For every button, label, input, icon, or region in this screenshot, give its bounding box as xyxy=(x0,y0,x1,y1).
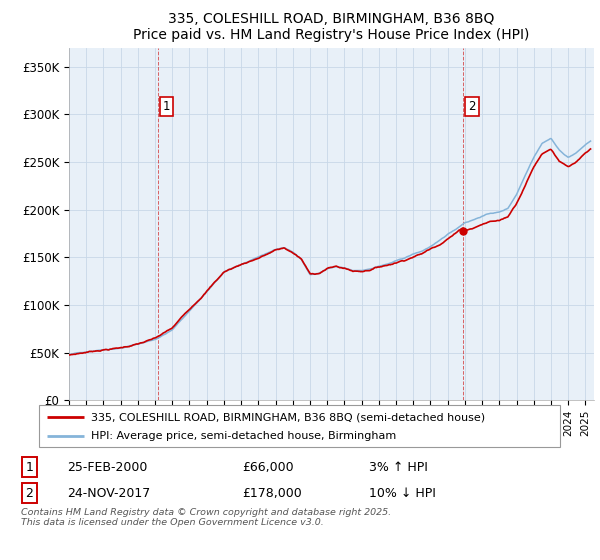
Text: HPI: Average price, semi-detached house, Birmingham: HPI: Average price, semi-detached house,… xyxy=(91,431,397,441)
Text: Contains HM Land Registry data © Crown copyright and database right 2025.
This d: Contains HM Land Registry data © Crown c… xyxy=(20,508,391,527)
Text: 1: 1 xyxy=(163,100,170,113)
Text: 2: 2 xyxy=(469,100,476,113)
Text: 25-FEB-2000: 25-FEB-2000 xyxy=(67,460,147,474)
Text: 2: 2 xyxy=(25,487,33,500)
Text: 10% ↓ HPI: 10% ↓ HPI xyxy=(369,487,436,500)
Text: £66,000: £66,000 xyxy=(242,460,294,474)
Text: 24-NOV-2017: 24-NOV-2017 xyxy=(67,487,150,500)
Text: 335, COLESHILL ROAD, BIRMINGHAM, B36 8BQ (semi-detached house): 335, COLESHILL ROAD, BIRMINGHAM, B36 8BQ… xyxy=(91,412,485,422)
Text: £178,000: £178,000 xyxy=(242,487,302,500)
Text: 1: 1 xyxy=(25,460,33,474)
Text: 3% ↑ HPI: 3% ↑ HPI xyxy=(369,460,428,474)
FancyBboxPatch shape xyxy=(38,405,560,447)
Title: 335, COLESHILL ROAD, BIRMINGHAM, B36 8BQ
Price paid vs. HM Land Registry's House: 335, COLESHILL ROAD, BIRMINGHAM, B36 8BQ… xyxy=(133,12,530,42)
